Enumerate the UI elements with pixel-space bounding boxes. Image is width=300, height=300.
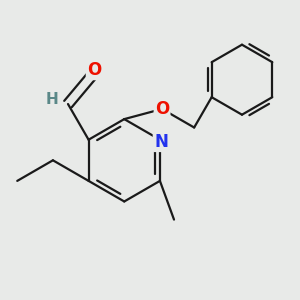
Text: H: H <box>45 92 58 107</box>
Text: O: O <box>87 61 101 79</box>
Text: O: O <box>155 100 169 118</box>
Text: N: N <box>154 133 168 151</box>
